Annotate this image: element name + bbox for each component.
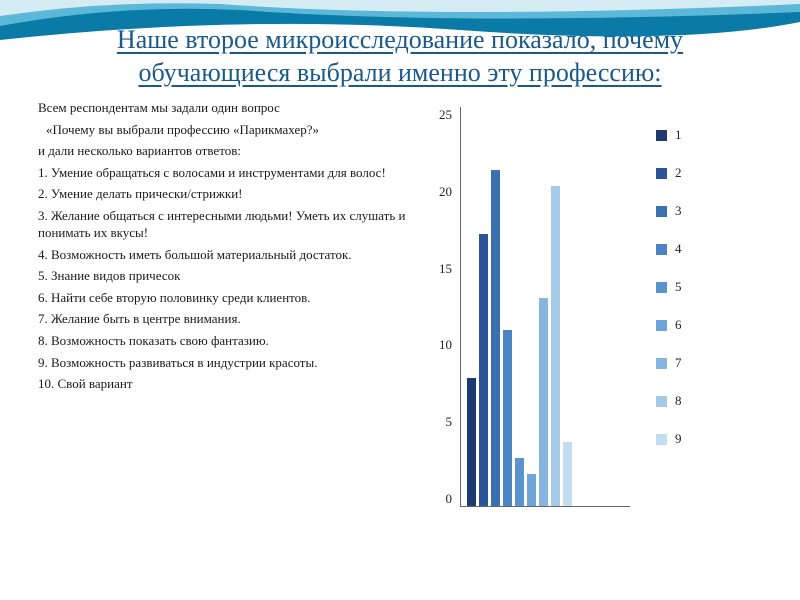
text-column: Всем респондентам мы задали один вопрос … [38, 99, 408, 507]
legend-item-9: 9 [656, 431, 682, 447]
legend-item-7: 7 [656, 355, 682, 371]
legend-label: 8 [675, 393, 682, 409]
legend-item-4: 4 [656, 241, 682, 257]
list-item: 3. Желание общаться с интересными людьми… [38, 207, 408, 242]
bar-1 [467, 378, 476, 506]
ytick: 20 [439, 184, 452, 200]
ytick: 25 [439, 107, 452, 123]
legend-label: 9 [675, 431, 682, 447]
legend-swatch [656, 320, 667, 331]
bar-3 [491, 170, 500, 506]
bar-6 [527, 474, 536, 506]
chart-region: 25 20 15 10 5 0 1 2 3 4 5 6 7 8 9 [418, 99, 770, 507]
legend-item-3: 3 [656, 203, 682, 219]
legend-item-6: 6 [656, 317, 682, 333]
legend-swatch [656, 168, 667, 179]
legend-label: 3 [675, 203, 682, 219]
list-item: 9. Возможность развиваться в индустрии к… [38, 354, 408, 372]
ytick: 15 [439, 261, 452, 277]
page-title: Наше второе микроисследование показало, … [0, 0, 800, 99]
legend-swatch [656, 244, 667, 255]
legend-label: 4 [675, 241, 682, 257]
list-item: 10. Свой вариант [38, 375, 408, 393]
legend: 1 2 3 4 5 6 7 8 9 [638, 107, 682, 507]
legend-label: 2 [675, 165, 682, 181]
bar-4 [503, 330, 512, 506]
legend-item-8: 8 [656, 393, 682, 409]
legend-item-5: 5 [656, 279, 682, 295]
legend-swatch [656, 206, 667, 217]
list-item: 4. Возможность иметь большой материальны… [38, 246, 408, 264]
bar-7 [539, 298, 548, 506]
intro-text: Всем респондентам мы задали один вопрос [38, 99, 408, 117]
bar-plot [460, 107, 630, 507]
answers-intro: и дали несколько вариантов ответов: [38, 142, 408, 160]
legend-label: 6 [675, 317, 682, 333]
bar-8 [551, 186, 560, 506]
legend-label: 5 [675, 279, 682, 295]
ytick: 0 [446, 491, 453, 507]
legend-swatch [656, 358, 667, 369]
legend-item-2: 2 [656, 165, 682, 181]
content-region: Всем респондентам мы задали один вопрос … [0, 99, 800, 507]
legend-item-1: 1 [656, 127, 682, 143]
bar-9 [563, 442, 572, 506]
list-item: 1. Умение обращаться с волосами и инстру… [38, 164, 408, 182]
list-item: 2. Умение делать прически/стрижки! [38, 185, 408, 203]
ytick: 5 [446, 414, 453, 430]
list-item: 6. Найти себе вторую половинку среди кли… [38, 289, 408, 307]
legend-swatch [656, 282, 667, 293]
bar-5 [515, 458, 524, 506]
legend-label: 1 [675, 127, 682, 143]
question-text: «Почему вы выбрали профессию «Парикмахер… [38, 121, 408, 139]
y-axis-labels: 25 20 15 10 5 0 [418, 107, 452, 507]
list-item: 7. Желание быть в центре внимания. [38, 310, 408, 328]
legend-swatch [656, 130, 667, 141]
legend-swatch [656, 434, 667, 445]
list-item: 8. Возможность показать свою фантазию. [38, 332, 408, 350]
legend-swatch [656, 396, 667, 407]
ytick: 10 [439, 337, 452, 353]
legend-label: 7 [675, 355, 682, 371]
bar-2 [479, 234, 488, 506]
list-item: 5. Знание видов причесок [38, 267, 408, 285]
